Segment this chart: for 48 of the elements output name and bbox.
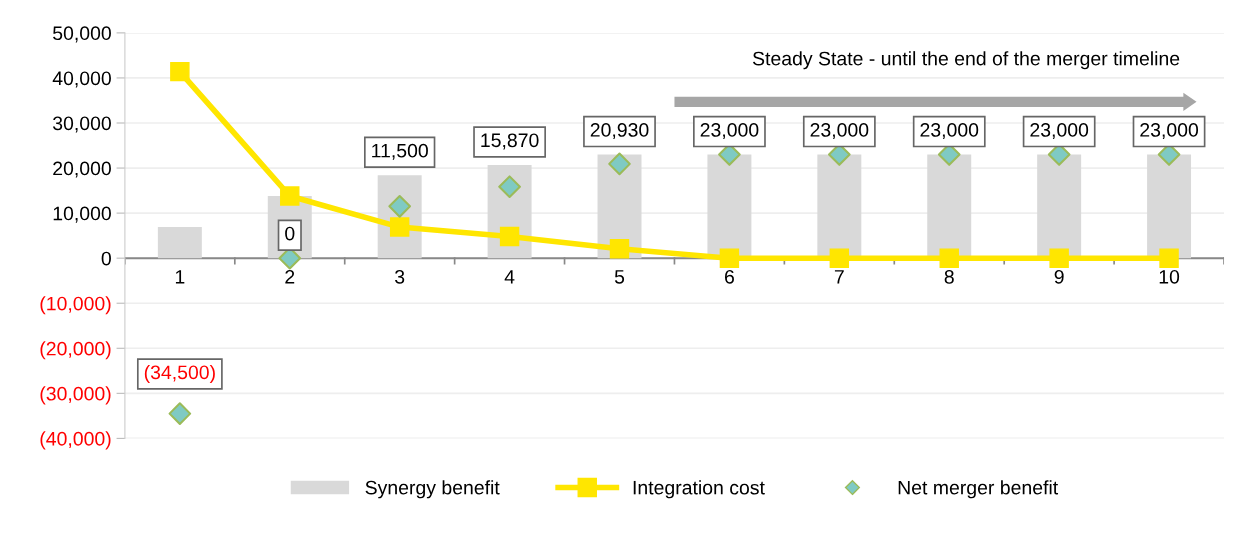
- x-tick-label: 2: [285, 269, 295, 284]
- bar: [157, 227, 202, 259]
- y-tick-label: (10,000): [40, 296, 111, 315]
- data-label: 11,500: [372, 143, 428, 160]
- y-tick-label: 20,000: [53, 161, 111, 178]
- x-tick-label: 10: [1159, 269, 1180, 284]
- data-label: 0: [285, 226, 295, 241]
- x-tick-label: 5: [614, 270, 625, 284]
- point: [168, 402, 192, 425]
- y-tick-label: 50,000: [53, 26, 111, 43]
- point: [719, 248, 740, 268]
- x-tick-label: 6: [725, 269, 734, 284]
- point: [498, 175, 521, 198]
- point: [609, 238, 630, 259]
- point: [499, 226, 520, 247]
- data-label: 15,870: [481, 133, 539, 150]
- data-label: (34,500): [144, 364, 215, 384]
- point: [1049, 248, 1069, 268]
- point: [829, 248, 850, 268]
- x-tick-label: 9: [1054, 269, 1064, 284]
- y-tick-label: (40,000): [40, 431, 111, 450]
- bar: [1147, 154, 1192, 259]
- y-tick-label: (30,000): [40, 386, 111, 405]
- legend-label: Integration cost: [633, 480, 765, 499]
- x-tick-label: 3: [395, 269, 405, 284]
- data-label: 23,000: [1030, 123, 1089, 140]
- y-tick-label: 30,000: [52, 116, 111, 133]
- x-tick-label: 1: [175, 270, 185, 284]
- data-label: 23,000: [700, 123, 759, 140]
- point: [608, 152, 631, 176]
- y-tick-label: 10,000: [53, 206, 111, 223]
- data-label: 23,000: [920, 123, 979, 140]
- legend-label: Net merger benefit: [898, 480, 1059, 499]
- point: [170, 61, 190, 82]
- annotation: Steady State - until the end of the merger timeline: [752, 51, 1180, 70]
- y-tick-label: (20,000): [40, 341, 111, 360]
- x-tick-label: 4: [504, 270, 515, 284]
- point: [939, 248, 959, 268]
- x-tick-label: 8: [944, 269, 954, 284]
- data-label: 23,000: [810, 123, 869, 140]
- y-tick-label: 0: [101, 251, 111, 266]
- data-label: 20,930: [590, 123, 649, 140]
- y-tick-label: 40,000: [52, 71, 111, 88]
- x-tick-label: 7: [834, 270, 844, 284]
- point: [280, 186, 300, 206]
- legend-label: Synergy benefit: [365, 480, 500, 499]
- data-label: 23,000: [1140, 123, 1199, 140]
- point: [1159, 248, 1179, 268]
